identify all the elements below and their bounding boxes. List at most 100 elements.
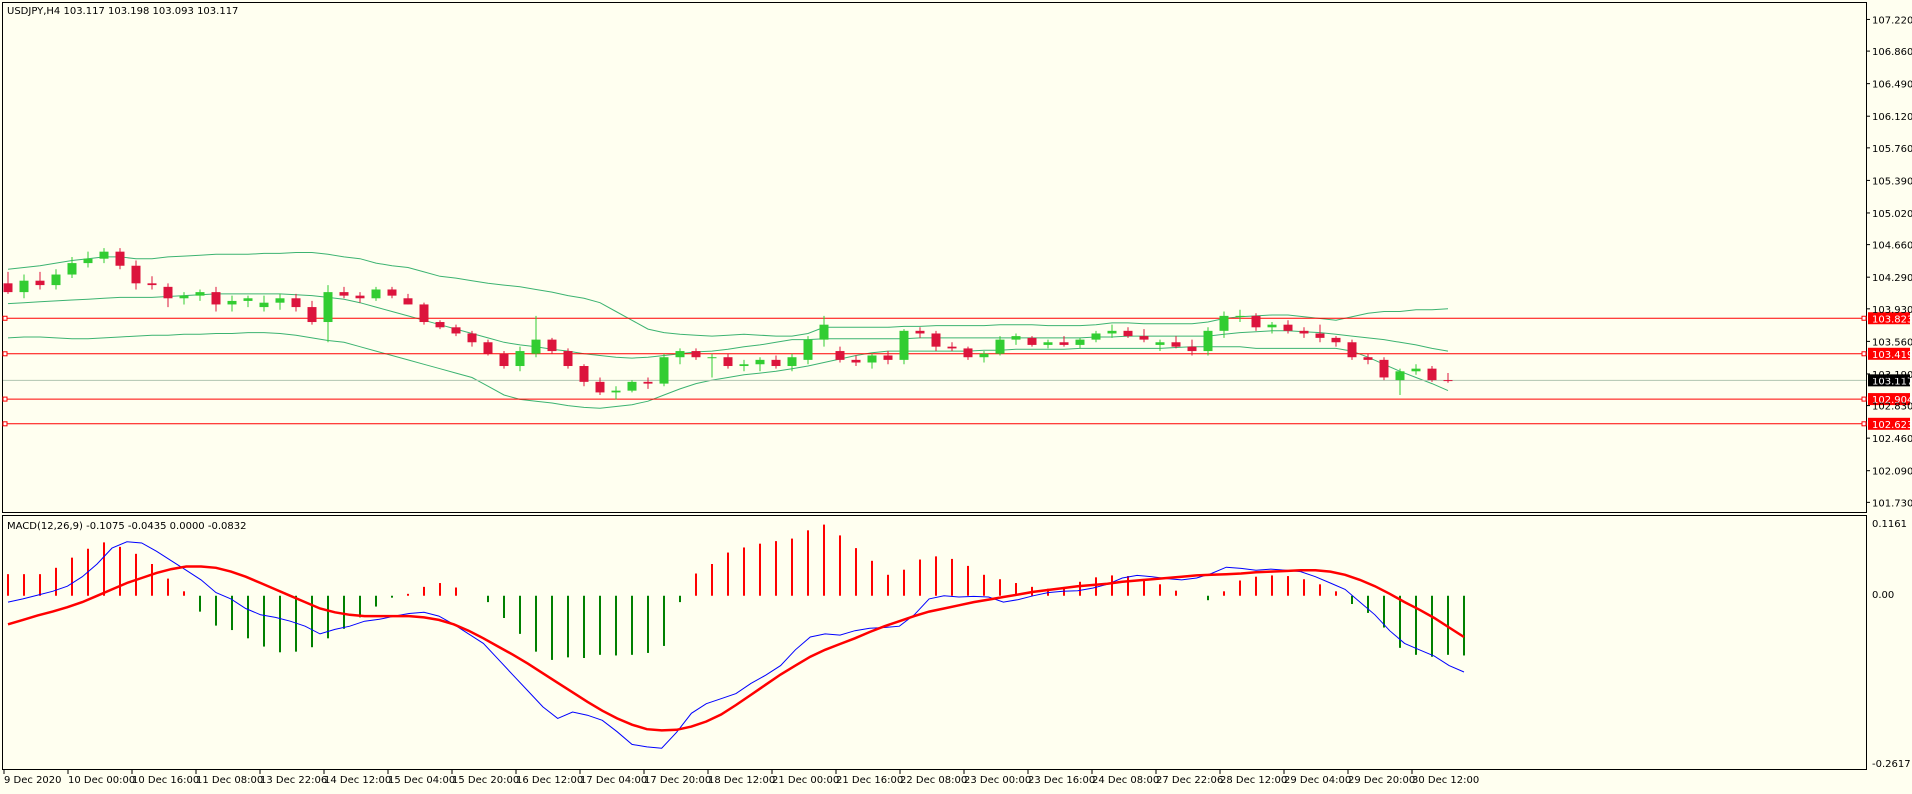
candle-body — [915, 330, 925, 334]
candle — [1091, 330, 1101, 343]
level-anchor — [2, 315, 8, 321]
candle-body — [899, 330, 909, 360]
candle-body — [867, 355, 877, 363]
candle — [739, 359, 749, 372]
candle — [515, 346, 525, 372]
level-price-label: 103.823 — [1872, 314, 1912, 325]
candle — [1075, 337, 1085, 349]
x-tick-label: 14 Dec 12:00 — [324, 775, 391, 786]
candle — [1299, 327, 1309, 338]
candle-body — [163, 286, 173, 299]
price-y-tick-label: 106.490 — [1872, 80, 1912, 91]
price-y-tick-label: 105.390 — [1872, 176, 1912, 187]
price-y-tick-label: 103.930 — [1872, 305, 1912, 316]
candle — [1235, 309, 1245, 323]
candle — [947, 342, 957, 352]
candle — [1203, 327, 1213, 356]
candle-body — [195, 292, 205, 296]
candle-body — [355, 295, 365, 299]
x-tick-label: 29 Dec 04:00 — [1284, 775, 1351, 786]
x-tick-label: 13 Dec 22:06 — [260, 775, 327, 786]
candle — [291, 293, 301, 312]
candle — [1139, 329, 1149, 343]
candle — [35, 271, 45, 290]
candle — [787, 353, 797, 372]
x-tick-label: 15 Dec 04:00 — [388, 775, 455, 786]
x-tick-label: 17 Dec 20:00 — [644, 775, 711, 786]
candle-body — [435, 322, 445, 328]
candle — [1427, 366, 1437, 382]
candle-body — [643, 381, 653, 384]
candle — [483, 339, 493, 356]
candle — [835, 346, 845, 363]
candle-body — [531, 339, 541, 354]
price-y-tick-label: 102.830 — [1872, 402, 1912, 413]
candle-body — [131, 265, 141, 284]
candle — [1283, 320, 1293, 334]
candle-body — [467, 333, 477, 343]
candle-body — [419, 304, 429, 323]
candle — [1171, 336, 1181, 349]
candle — [1043, 339, 1053, 349]
price-y-tick-label: 106.860 — [1872, 47, 1912, 58]
macd-y-tick: 0.1161 — [1872, 519, 1907, 530]
candle — [1123, 327, 1133, 338]
x-tick-label: 9 Dec 2020 — [4, 775, 62, 786]
candle — [419, 302, 429, 325]
candle-body — [819, 324, 829, 340]
candle-body — [1347, 342, 1357, 358]
candle-body — [1443, 380, 1453, 382]
x-tick-label: 21 Dec 16:00 — [836, 775, 903, 786]
candle-body — [1219, 315, 1229, 331]
x-tick-label: 22 Dec 08:00 — [900, 775, 967, 786]
x-tick-label: 10 Dec 00:00 — [68, 775, 135, 786]
candle — [1155, 339, 1165, 352]
candle — [611, 386, 621, 400]
candle-body — [147, 283, 157, 286]
candle — [915, 327, 925, 338]
candle — [67, 256, 77, 279]
candle-body — [1011, 336, 1021, 340]
candle — [307, 300, 317, 325]
candle-body — [307, 307, 317, 323]
candle — [19, 274, 29, 299]
candle — [803, 336, 813, 365]
candle-body — [3, 283, 13, 293]
candle-body — [211, 292, 221, 305]
candle-body — [1363, 357, 1373, 360]
candle — [1379, 357, 1389, 381]
x-tick-label: 30 Dec 12:00 — [1412, 775, 1479, 786]
candle-body — [1315, 333, 1325, 338]
price-y-tick-label: 105.020 — [1872, 209, 1912, 220]
candle-body — [275, 298, 285, 303]
candle — [3, 271, 13, 294]
candle-body — [19, 280, 29, 293]
candle — [115, 248, 125, 270]
current-price-tag — [1868, 374, 1910, 387]
price-y-tick-label: 101.730 — [1872, 498, 1912, 509]
x-tick-label: 18 Dec 12:00 — [708, 775, 775, 786]
candle — [675, 348, 685, 365]
candle — [1347, 339, 1357, 360]
candle-body — [723, 357, 733, 367]
candle — [579, 364, 589, 387]
candle-body — [323, 292, 333, 323]
candle-body — [403, 298, 413, 305]
candle — [1107, 324, 1117, 338]
price-y-tick-label: 103.560 — [1872, 337, 1912, 348]
price-y-tick-label: 103.190 — [1872, 370, 1912, 381]
candle-body — [931, 333, 941, 347]
candle-body — [1139, 336, 1149, 340]
candle — [563, 348, 573, 369]
chart-header: USDJPY,H4 103.117 103.198 103.093 103.11… — [7, 6, 238, 17]
candle — [1331, 336, 1341, 347]
candle — [1187, 339, 1197, 356]
candle — [1443, 373, 1453, 383]
level-anchor — [1861, 351, 1867, 357]
candle — [195, 289, 205, 301]
candle — [1315, 324, 1325, 343]
macd-line — [7, 541, 1465, 749]
candle — [339, 286, 349, 299]
candle-body — [291, 298, 301, 308]
